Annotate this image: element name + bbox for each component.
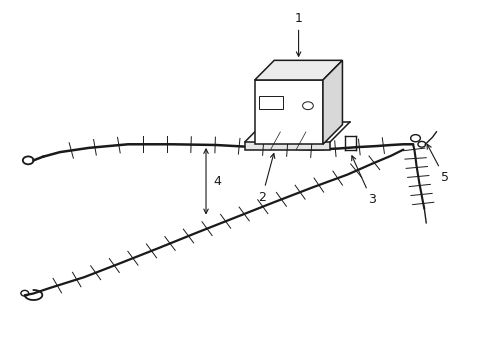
- Polygon shape: [255, 60, 343, 80]
- Polygon shape: [323, 60, 343, 144]
- Text: 4: 4: [213, 175, 221, 188]
- Bar: [259, 96, 283, 109]
- Polygon shape: [245, 142, 330, 150]
- Text: 3: 3: [352, 156, 376, 206]
- Text: 1: 1: [294, 12, 302, 56]
- Text: 5: 5: [427, 144, 449, 184]
- Text: 2: 2: [258, 153, 275, 204]
- Polygon shape: [255, 80, 323, 144]
